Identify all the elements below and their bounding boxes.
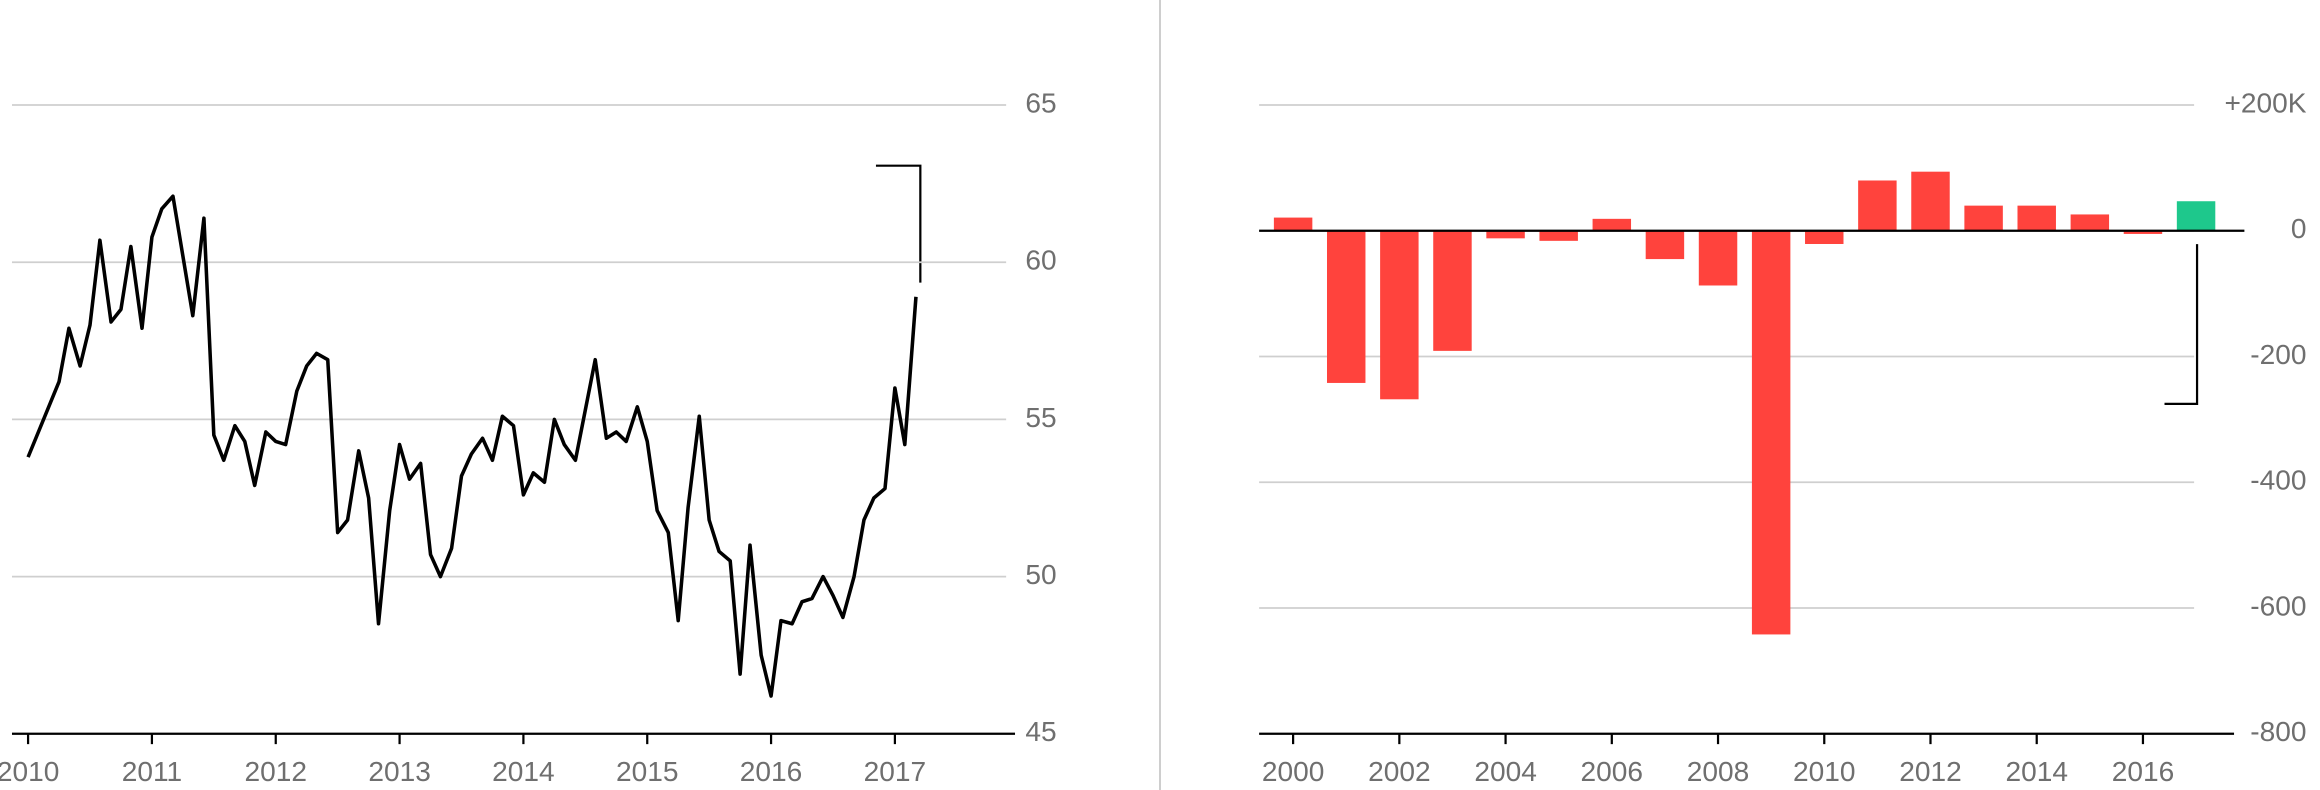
y-tick-label: -200 (2250, 339, 2306, 370)
x-tick-label: 2017 (864, 756, 927, 787)
bar (1380, 230, 1419, 400)
bar (1486, 230, 1525, 239)
bar (1273, 217, 1313, 231)
x-tick-label: 2010 (0, 756, 59, 787)
x-tick-label: 2016 (740, 756, 803, 787)
y-tick-label: -400 (2250, 465, 2306, 496)
bar (1805, 230, 1844, 244)
bar (2017, 205, 2056, 231)
y-tick-label: 50 (1025, 559, 1056, 590)
y-tick-label: 45 (1025, 716, 1056, 747)
bar (1698, 230, 1738, 286)
x-tick-label: 2016 (2112, 756, 2175, 787)
bar (2123, 230, 2163, 234)
annotation-bracket (875, 164, 922, 283)
x-tick-label: 2014 (492, 756, 555, 787)
bar (1539, 230, 1578, 241)
x-tick-label: 2008 (1687, 756, 1750, 787)
annotation-bracket (2164, 244, 2199, 405)
bar (1964, 205, 2003, 231)
x-tick-label: 2011 (122, 756, 182, 787)
x-tick-label: 2012 (1899, 756, 1962, 787)
x-tick-label: 2010 (1793, 756, 1856, 787)
y-tick-label: +200K (2225, 87, 2307, 118)
y-tick-label: 65 (1025, 87, 1056, 118)
y-tick-label: -800 (2250, 716, 2306, 747)
y-tick-label: -600 (2250, 590, 2306, 621)
x-tick-label: 2015 (616, 756, 679, 787)
bar (2176, 201, 2216, 231)
x-tick-label: 2013 (368, 756, 430, 787)
y-tick-label: 60 (1025, 245, 1056, 276)
bar (1858, 180, 1897, 231)
x-tick-label: 2004 (1474, 756, 1536, 787)
x-tick-label: 2006 (1581, 756, 1644, 787)
bar (1592, 218, 1632, 231)
y-tick-label: 0 (2291, 213, 2307, 244)
line (26, 194, 918, 698)
x-tick-label: 2002 (1368, 756, 1431, 787)
x-tick-label: 2012 (244, 756, 307, 787)
bar (1751, 230, 1791, 635)
x-tick-label: 2000 (1262, 756, 1325, 787)
bar (1645, 230, 1685, 260)
y-tick-label: 55 (1025, 402, 1056, 433)
bar (1911, 171, 1950, 231)
x-tick-label: 2014 (2005, 756, 2067, 787)
bar (2070, 214, 2110, 231)
bar (1433, 230, 1472, 351)
bar (1326, 230, 1366, 383)
